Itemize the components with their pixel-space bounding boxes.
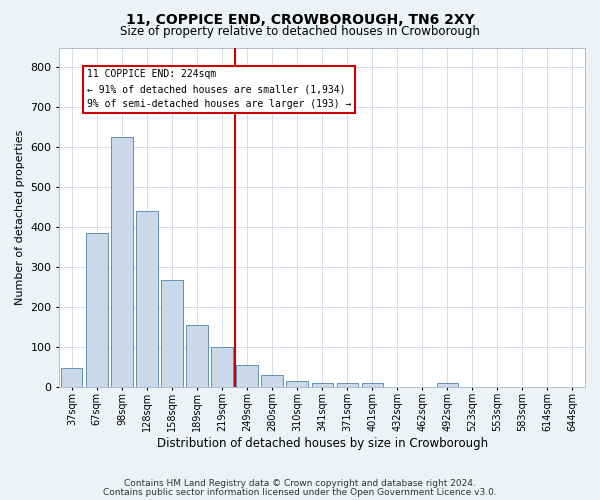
Text: Contains HM Land Registry data © Crown copyright and database right 2024.: Contains HM Land Registry data © Crown c… xyxy=(124,478,476,488)
Bar xyxy=(211,346,233,387)
Bar xyxy=(136,211,158,386)
Bar xyxy=(262,376,283,386)
Bar xyxy=(362,384,383,386)
Y-axis label: Number of detached properties: Number of detached properties xyxy=(15,130,25,304)
Bar xyxy=(61,368,82,386)
Bar xyxy=(111,137,133,386)
Bar xyxy=(311,382,333,386)
Bar xyxy=(286,380,308,386)
Bar xyxy=(337,382,358,386)
Bar xyxy=(161,280,182,386)
X-axis label: Distribution of detached houses by size in Crowborough: Distribution of detached houses by size … xyxy=(157,437,488,450)
Bar xyxy=(187,324,208,386)
Bar xyxy=(236,366,258,386)
Text: 11 COPPICE END: 224sqm
← 91% of detached houses are smaller (1,934)
9% of semi-d: 11 COPPICE END: 224sqm ← 91% of detached… xyxy=(87,70,351,109)
Text: Contains public sector information licensed under the Open Government Licence v3: Contains public sector information licen… xyxy=(103,488,497,497)
Text: Size of property relative to detached houses in Crowborough: Size of property relative to detached ho… xyxy=(120,25,480,38)
Bar xyxy=(86,233,107,386)
Bar xyxy=(437,384,458,386)
Text: 11, COPPICE END, CROWBOROUGH, TN6 2XY: 11, COPPICE END, CROWBOROUGH, TN6 2XY xyxy=(125,12,475,26)
